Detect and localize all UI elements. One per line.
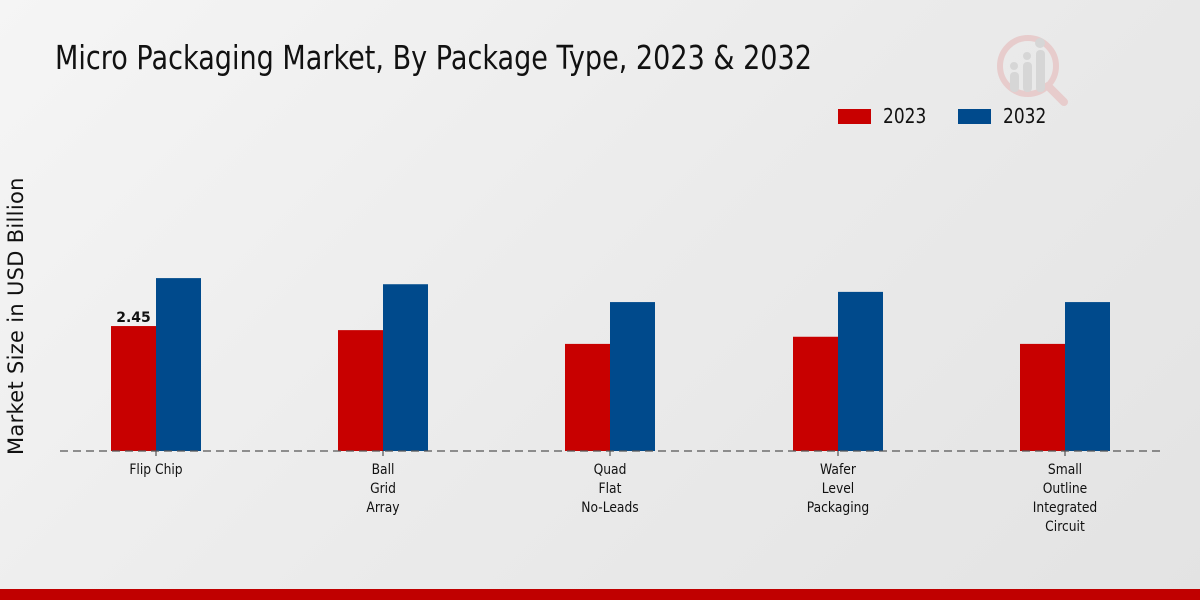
x-tick-label: No-Leads <box>581 500 639 516</box>
x-tick-label: Circuit <box>1045 519 1085 535</box>
legend-label-2032: 2032 <box>1003 104 1047 128</box>
x-tick-label: Array <box>366 500 399 516</box>
bar-2023-2 <box>565 343 610 451</box>
x-tick-label: Wafer <box>820 462 856 478</box>
bar-2032-4 <box>1065 302 1110 451</box>
bar-2032-0 <box>156 278 201 451</box>
x-tick-label: Outline <box>1043 481 1088 497</box>
chart-title: Micro Packaging Market, By Package Type,… <box>55 38 812 77</box>
x-tick-label: Flat <box>599 481 622 497</box>
bar-2023-3 <box>793 336 838 451</box>
bar-2023-4 <box>1020 343 1065 451</box>
legend-swatch-2032 <box>958 108 991 124</box>
x-tick-label: Small <box>1048 462 1082 478</box>
legend-item-2032[interactable]: 2032 <box>958 104 1054 128</box>
market-research-logo-icon <box>997 35 1068 106</box>
legend-item-2023[interactable]: 2023 <box>838 104 934 128</box>
bar-2023-0 <box>111 326 156 451</box>
x-tick-label: Ball <box>372 462 395 478</box>
x-tick-label: Flip Chip <box>129 462 182 478</box>
legend-swatch-2023 <box>838 108 871 124</box>
legend-label-2023: 2023 <box>883 104 927 128</box>
bar-2023-1 <box>338 330 383 451</box>
x-tick-label: Quad <box>594 462 627 478</box>
x-tick-label: Grid <box>370 481 396 497</box>
bar-2032-3 <box>838 291 883 451</box>
data-label: 2.45 <box>116 310 151 326</box>
bar-2032-2 <box>610 302 655 451</box>
footer-band <box>0 589 1200 600</box>
bar-2032-1 <box>383 284 428 451</box>
x-tick-label: Integrated <box>1033 500 1097 516</box>
x-tick-label: Packaging <box>807 500 869 516</box>
x-tick-label: Level <box>822 481 854 497</box>
